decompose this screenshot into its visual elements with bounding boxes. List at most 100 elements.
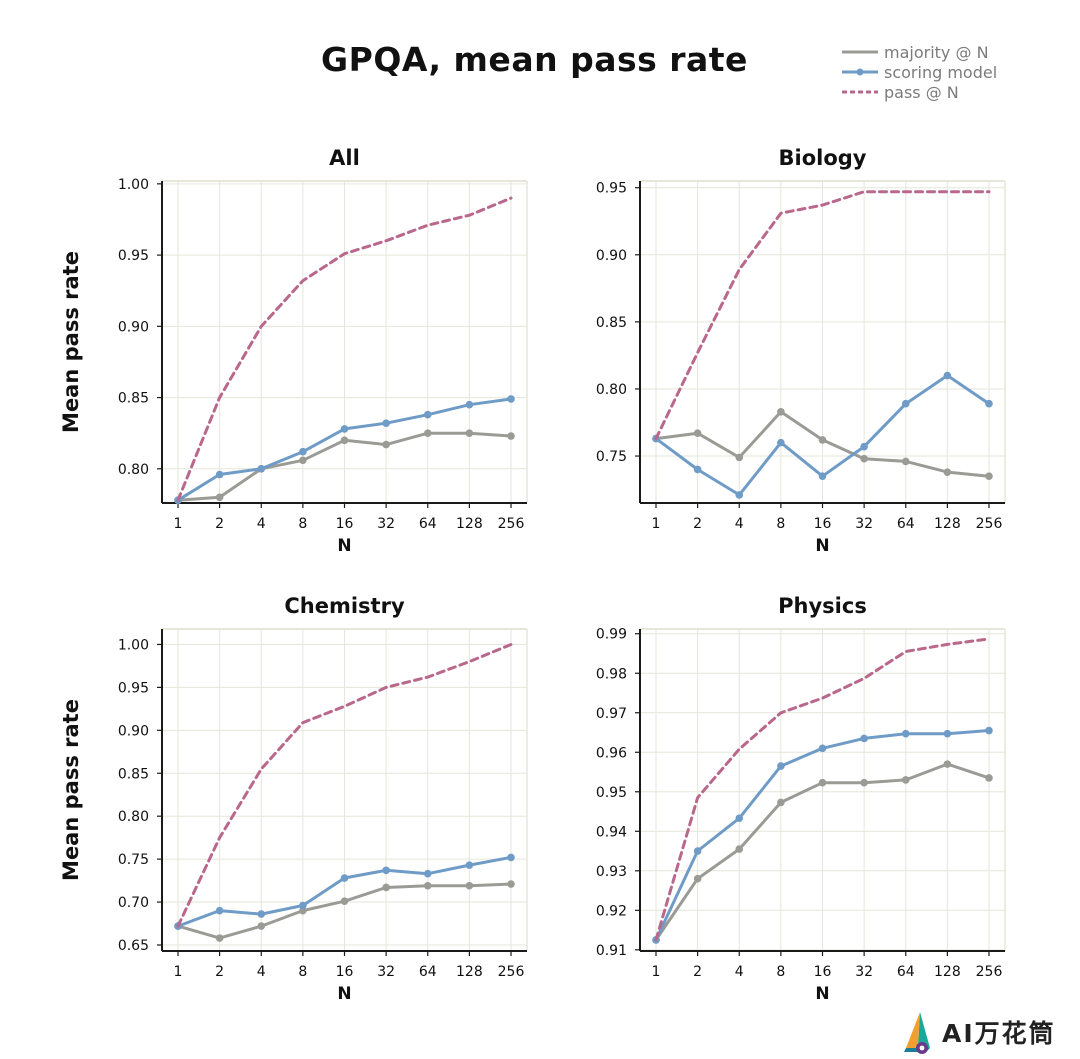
data-point-majority bbox=[507, 880, 515, 888]
chart-panel-2: 0.65 0.70 0.75 0.80 0.85 0.90 0.95 1.00 1 2 4 8 16 32… bbox=[59, 594, 528, 1004]
x-tick-label: 256 bbox=[976, 516, 1003, 532]
y-tick-label: 0.75 bbox=[596, 449, 627, 465]
data-point-majority bbox=[299, 456, 307, 465]
data-point-scoring bbox=[507, 395, 515, 403]
x-tick-label: 64 bbox=[897, 516, 915, 532]
x-axis-label: N bbox=[337, 984, 351, 1004]
data-point-scoring bbox=[901, 729, 910, 738]
x-tick-label: 32 bbox=[377, 516, 395, 532]
x-tick-label: 256 bbox=[498, 964, 525, 980]
data-point-scoring bbox=[943, 729, 952, 738]
legend-label-scoring: scoring model bbox=[884, 62, 998, 82]
y-tick-label: 0.85 bbox=[596, 315, 627, 331]
x-tick-label: 4 bbox=[257, 516, 266, 532]
data-point-scoring bbox=[382, 419, 390, 428]
x-tick-label: 64 bbox=[897, 964, 915, 980]
series-line-pass bbox=[176, 643, 513, 928]
y-tick-label: 0.98 bbox=[596, 666, 627, 682]
x-tick-label: 4 bbox=[257, 964, 266, 980]
data-point-scoring bbox=[215, 470, 224, 479]
data-point-majority bbox=[382, 440, 390, 449]
data-point-majority bbox=[777, 407, 785, 416]
data-point-majority bbox=[257, 922, 266, 930]
data-point-scoring bbox=[382, 866, 390, 875]
x-tick-label: 128 bbox=[456, 964, 483, 980]
y-tick-label: 0.80 bbox=[118, 462, 149, 478]
y-tick-label: 0.97 bbox=[596, 706, 627, 722]
y-tick-label: 0.80 bbox=[596, 382, 627, 398]
x-tick-label: 16 bbox=[336, 516, 354, 532]
legend-swatch-pass bbox=[842, 90, 878, 94]
y-tick-label: 0.91 bbox=[596, 943, 627, 959]
y-tick-label: 0.85 bbox=[118, 391, 149, 407]
data-point-scoring bbox=[507, 853, 515, 862]
x-tick-label: 1 bbox=[174, 516, 183, 532]
data-point-majority bbox=[860, 454, 868, 463]
watermark-text: AI万花筒 bbox=[942, 1019, 1056, 1048]
data-point-scoring bbox=[693, 847, 702, 855]
x-tick-label: 2 bbox=[215, 516, 224, 532]
x-tick-label: 64 bbox=[419, 516, 437, 532]
data-point-scoring bbox=[340, 425, 349, 433]
data-point-majority bbox=[818, 436, 827, 444]
x-tick-label: 32 bbox=[855, 516, 873, 532]
x-tick-label: 128 bbox=[934, 964, 961, 980]
data-point-majority bbox=[943, 760, 952, 768]
chart-title: Chemistry bbox=[284, 594, 405, 618]
series-line-pass bbox=[176, 196, 513, 502]
data-point-majority bbox=[215, 493, 224, 502]
x-tick-label: 2 bbox=[215, 964, 224, 980]
x-tick-label: 8 bbox=[776, 516, 785, 532]
data-point-majority bbox=[735, 845, 744, 853]
watermark: AI万花筒 bbox=[900, 1006, 1070, 1056]
legend: majority @ N scoring model pass @ N bbox=[842, 42, 997, 102]
page-title: GPQA, mean pass rate bbox=[321, 40, 748, 79]
y-tick-label: 0.92 bbox=[596, 903, 627, 919]
chart-panel-0: 0.80 0.85 0.90 0.95 1.00 1 2 4 8 16 32 64 128 256 N Mea… bbox=[59, 146, 528, 556]
data-point-scoring bbox=[860, 734, 868, 743]
chart-panel-3: 0.91 0.92 0.93 0.94 0.95 0.96 0.97 0.98 0.99 1 2 4 8… bbox=[596, 594, 1006, 1004]
data-point-majority bbox=[507, 432, 515, 440]
data-point-scoring bbox=[777, 438, 785, 447]
data-point-scoring bbox=[735, 814, 744, 823]
data-point-majority bbox=[777, 798, 785, 807]
data-point-scoring bbox=[901, 399, 910, 408]
y-tick-label: 0.99 bbox=[596, 627, 627, 643]
data-point-scoring bbox=[299, 901, 307, 910]
x-tick-label: 16 bbox=[336, 964, 354, 980]
x-tick-label: 128 bbox=[934, 516, 961, 532]
data-point-majority bbox=[423, 881, 432, 890]
legend-item-pass: pass @ N bbox=[842, 82, 997, 102]
y-tick-label: 0.65 bbox=[118, 938, 149, 954]
x-tick-label: 8 bbox=[298, 516, 307, 532]
y-tick-label: 0.85 bbox=[118, 766, 149, 782]
y-axis-label: Mean pass rate bbox=[59, 699, 83, 881]
y-tick-label: 1.00 bbox=[118, 637, 149, 653]
x-axis-label: N bbox=[815, 536, 829, 556]
y-tick-label: 0.95 bbox=[118, 248, 149, 264]
chart-panel-1: 0.75 0.80 0.85 0.90 0.95 1 2 4 8 16 32 64 128 256 N Bio… bbox=[596, 146, 1006, 556]
x-tick-label: 1 bbox=[652, 516, 661, 532]
data-point-majority bbox=[860, 778, 868, 787]
chart-title: Physics bbox=[778, 594, 867, 618]
data-point-scoring bbox=[465, 400, 474, 409]
data-point-scoring bbox=[777, 762, 785, 770]
x-tick-label: 1 bbox=[652, 964, 661, 980]
data-point-scoring bbox=[257, 910, 266, 918]
data-point-scoring bbox=[943, 371, 952, 380]
chart-title: All bbox=[329, 146, 360, 170]
legend-swatch-scoring bbox=[842, 68, 878, 76]
y-tick-label: 1.00 bbox=[118, 177, 149, 193]
series-line-pass bbox=[654, 637, 991, 942]
y-tick-label: 0.93 bbox=[596, 864, 627, 880]
y-tick-label: 0.94 bbox=[596, 824, 627, 840]
x-axis-label: N bbox=[337, 536, 351, 556]
x-tick-label: 32 bbox=[855, 964, 873, 980]
x-tick-label: 2 bbox=[693, 964, 702, 980]
data-point-majority bbox=[423, 429, 432, 437]
y-tick-label: 0.96 bbox=[596, 745, 627, 761]
data-point-scoring bbox=[340, 874, 349, 882]
y-tick-label: 0.90 bbox=[118, 723, 149, 739]
data-point-majority bbox=[465, 881, 474, 890]
